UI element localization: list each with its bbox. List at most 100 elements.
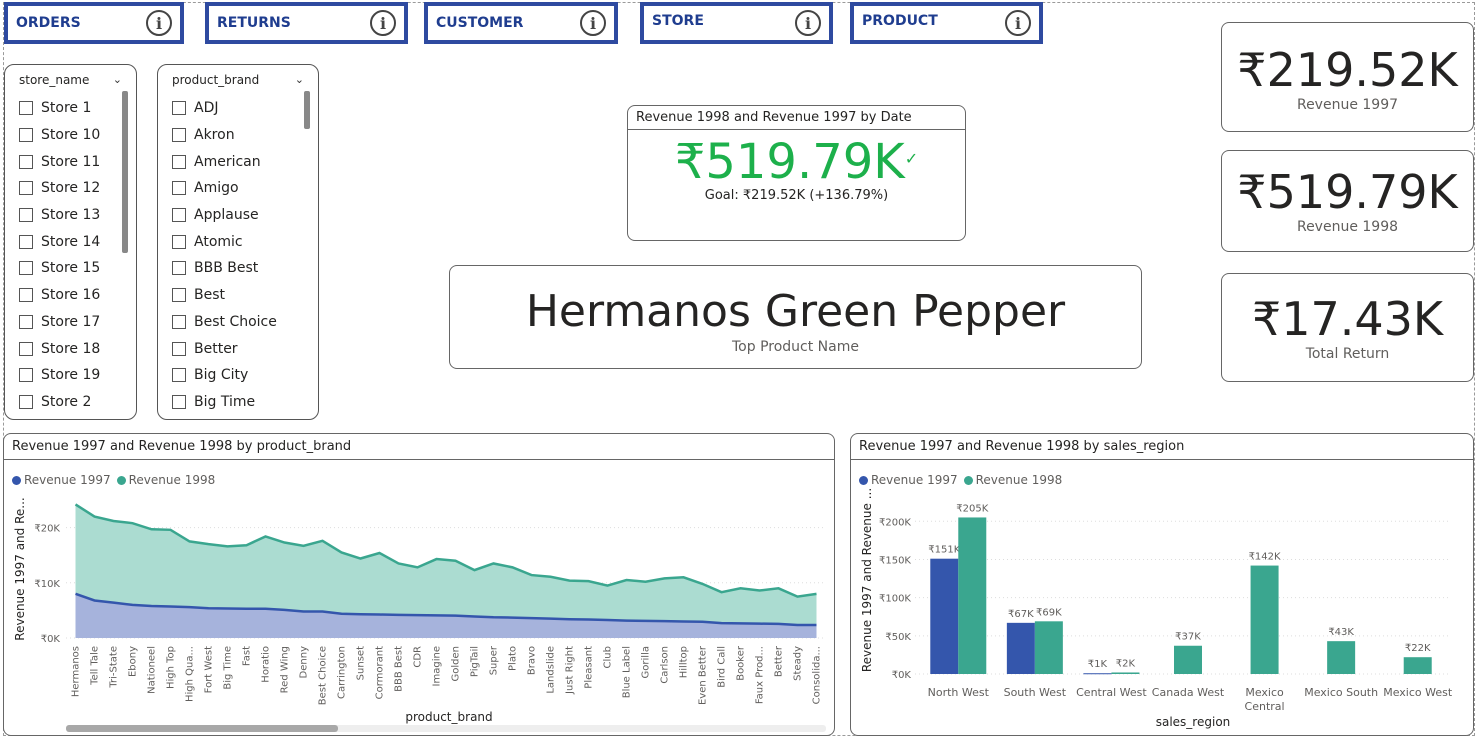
- checkbox[interactable]: [172, 208, 186, 223]
- slicer-item[interactable]: ADJ: [172, 95, 318, 122]
- checkbox[interactable]: [19, 314, 33, 329]
- checkbox[interactable]: [19, 288, 33, 303]
- legend-item-1998[interactable]: Revenue 1998: [963, 473, 1062, 487]
- nav-button-customer[interactable]: CUSTOMER i: [424, 2, 618, 44]
- slicer-item[interactable]: Akron: [172, 122, 318, 149]
- chevron-down-icon[interactable]: ⌄: [112, 73, 122, 86]
- checkbox[interactable]: [172, 368, 186, 383]
- data-label: ₹69K: [1036, 607, 1062, 618]
- checkbox[interactable]: [172, 154, 186, 169]
- x-tick-label: BBB Best: [394, 646, 405, 692]
- checkbox[interactable]: [172, 234, 186, 249]
- slicer-header[interactable]: store_name ⌄: [19, 73, 136, 89]
- x-tick-label: Super: [489, 645, 500, 675]
- x-tick-label: Nationeel: [147, 646, 158, 694]
- slicer-item[interactable]: Store 18: [19, 335, 136, 362]
- line-revenue-1997: [75, 592, 817, 627]
- slicer-item[interactable]: Big City: [172, 362, 318, 389]
- checkbox[interactable]: [172, 341, 186, 356]
- checkbox[interactable]: [19, 181, 33, 196]
- x-tick-label: Mexico West: [1383, 686, 1453, 699]
- card-value: ₹17.43K: [1251, 292, 1444, 346]
- x-tick-label: South West: [1004, 686, 1067, 699]
- checkbox[interactable]: [172, 101, 186, 116]
- slicer-item[interactable]: Store 13: [19, 202, 136, 229]
- nav-button-product[interactable]: PRODUCT i: [850, 2, 1043, 44]
- info-icon[interactable]: i: [1005, 10, 1031, 36]
- info-icon[interactable]: i: [370, 10, 396, 36]
- slicer-item[interactable]: Store 12: [19, 175, 136, 202]
- area-chart-plot[interactable]: ₹0K ₹10K ₹20K Revenue 1997 and Re... Hermano…: [4, 434, 834, 734]
- chart-title: Revenue 1997 and Revenue 1998 by product…: [4, 434, 834, 460]
- slicer-item[interactable]: Store 19: [19, 362, 136, 389]
- revenue-1998-card: ₹519.79K Revenue 1998: [1221, 150, 1474, 252]
- checkbox[interactable]: [172, 288, 186, 303]
- x-tick-label: Tell Tale: [90, 646, 101, 686]
- nav-button-store[interactable]: STORE i: [640, 2, 833, 44]
- x-tick-label: Booker: [736, 645, 747, 681]
- slicer-header[interactable]: product_brand ⌄: [172, 73, 318, 89]
- y-tick-label: ₹20K: [34, 524, 60, 535]
- slicer-item[interactable]: BBB Best: [172, 255, 318, 282]
- slicer-item[interactable]: Store 2: [19, 389, 136, 416]
- slicer-item[interactable]: Store 17: [19, 309, 136, 336]
- checkbox[interactable]: [19, 368, 33, 383]
- slicer-item[interactable]: American: [172, 148, 318, 175]
- slicer-item[interactable]: Big Time: [172, 389, 318, 416]
- info-icon[interactable]: i: [795, 10, 821, 36]
- checkbox[interactable]: [19, 341, 33, 356]
- horizontal-scrollbar[interactable]: [66, 725, 826, 732]
- kpi-goal: Goal: ₹219.52K (+136.79%): [704, 188, 889, 203]
- slicer-item[interactable]: Store 16: [19, 282, 136, 309]
- slicer-item[interactable]: Best Choice: [172, 309, 318, 336]
- region-revenue-chart: Revenue 1997 and Revenue 1998 by sales_r…: [850, 433, 1474, 736]
- scrollbar-thumb[interactable]: [66, 725, 338, 732]
- slicer-item-label: Store 12: [41, 180, 101, 197]
- slicer-item[interactable]: Amigo: [172, 175, 318, 202]
- checkbox[interactable]: [172, 181, 186, 196]
- bar-chart-plot[interactable]: ₹0K ₹50K ₹100K ₹150K ₹200K Revenue 1997 and R…: [851, 434, 1473, 734]
- slicer-item[interactable]: Store 11: [19, 148, 136, 175]
- kpi-title: Revenue 1998 and Revenue 1997 by Date: [628, 106, 965, 130]
- slicer-item[interactable]: Store 10: [19, 122, 136, 149]
- checkbox[interactable]: [19, 234, 33, 249]
- nav-button-returns[interactable]: RETURNS i: [205, 2, 408, 44]
- y-tick-label: ₹200K: [879, 517, 911, 528]
- chevron-down-icon[interactable]: ⌄: [294, 73, 304, 86]
- slicer-item[interactable]: Applause: [172, 202, 318, 229]
- scrollbar[interactable]: [122, 91, 128, 253]
- checkbox[interactable]: [172, 314, 186, 329]
- slicer-item[interactable]: Better: [172, 335, 318, 362]
- slicer-item[interactable]: Store 14: [19, 228, 136, 255]
- legend-item-1998[interactable]: Revenue 1998: [116, 473, 215, 487]
- checkbox[interactable]: [172, 128, 186, 143]
- info-icon[interactable]: i: [146, 10, 172, 36]
- x-tick-label: Horatio: [261, 646, 272, 683]
- legend-item-1997[interactable]: Revenue 1997: [12, 473, 111, 487]
- slicer-item-label: Store 13: [41, 207, 101, 224]
- checkbox[interactable]: [19, 128, 33, 143]
- slicer-item[interactable]: Store 15: [19, 255, 136, 282]
- brand-revenue-chart: Revenue 1997 and Revenue 1998 by product…: [3, 433, 835, 736]
- scrollbar[interactable]: [304, 91, 310, 129]
- info-icon[interactable]: i: [580, 10, 606, 36]
- checkbox[interactable]: [172, 394, 186, 409]
- checkbox[interactable]: [19, 208, 33, 223]
- x-tick-label: Sunset: [356, 646, 367, 680]
- checkbox[interactable]: [19, 261, 33, 276]
- checkbox[interactable]: [19, 101, 33, 116]
- slicer-item-label: Store 14: [41, 233, 101, 250]
- checkbox[interactable]: [172, 261, 186, 276]
- x-tick-label: Fast: [242, 646, 253, 666]
- card-label: Revenue 1998: [1296, 219, 1399, 235]
- slicer-item-label: Store 17: [41, 313, 101, 330]
- checkbox[interactable]: [19, 394, 33, 409]
- slicer-item[interactable]: Atomic: [172, 228, 318, 255]
- data-label: ₹43K: [1328, 627, 1354, 638]
- checkbox[interactable]: [19, 154, 33, 169]
- slicer-item[interactable]: Store 1: [19, 95, 136, 122]
- slicer-item[interactable]: Best: [172, 282, 318, 309]
- nav-button-orders[interactable]: ORDERS i: [4, 2, 184, 44]
- x-tick-label: Hermanos: [71, 646, 82, 697]
- legend-item-1997[interactable]: Revenue 1997: [859, 473, 958, 487]
